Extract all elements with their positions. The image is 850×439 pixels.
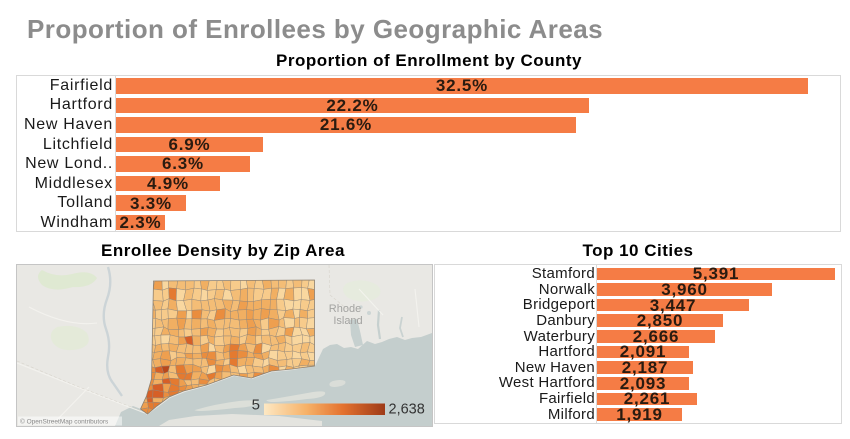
svg-text:2,638: 2,638 bbox=[388, 401, 424, 417]
svg-text:Island: Island bbox=[333, 315, 362, 327]
svg-text:Rhode: Rhode bbox=[328, 303, 360, 315]
svg-text:5: 5 bbox=[251, 397, 259, 414]
svg-text:© OpenStreetMap contributors: © OpenStreetMap contributors bbox=[20, 418, 109, 426]
